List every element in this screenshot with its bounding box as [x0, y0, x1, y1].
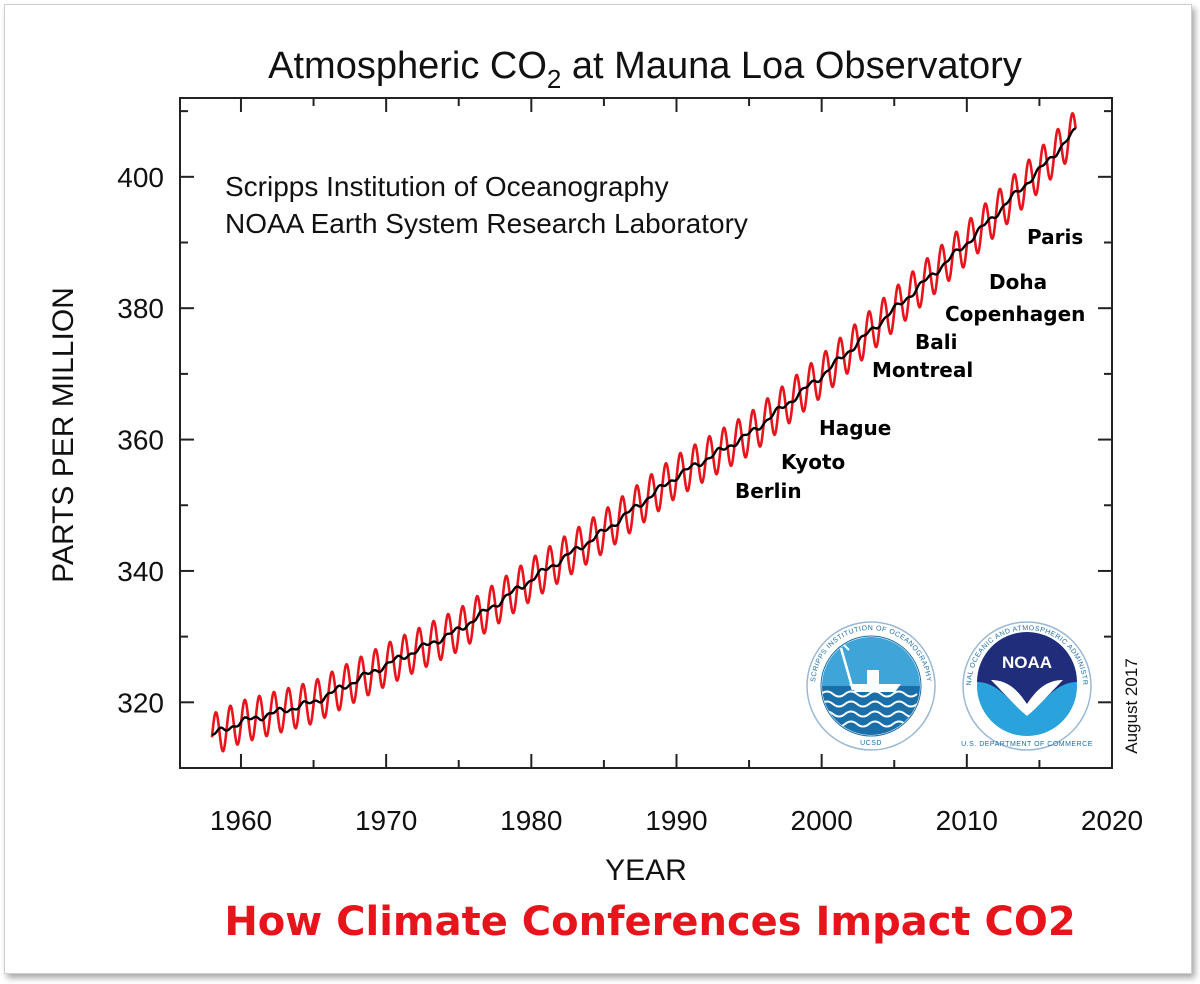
x-tick-label: 2010 — [936, 805, 998, 836]
chart-title-rest: at Mauna Loa Observatory — [561, 45, 1021, 87]
image-frame — [4, 4, 1192, 974]
conference-label-berlin: Berlin — [735, 479, 802, 503]
monthly-series — [210, 111, 1077, 753]
y-tick-label: 340 — [117, 556, 164, 587]
chart-title: Atmospheric CO2 at Mauna Loa Observatory — [268, 45, 1022, 94]
noaa-bottom-text: U.S. DEPARTMENT OF COMMERCE — [961, 741, 1093, 748]
conference-label-doha: Doha — [989, 270, 1047, 294]
chart-title-subscript: 2 — [547, 64, 561, 94]
noaa-logo: NOAA NATIONAL OCEANIC AND ATMOSPHERIC AD… — [961, 621, 1093, 751]
date-stamp: August 2017 — [1122, 658, 1141, 753]
caption: How Climate Conferences Impact CO2 — [224, 899, 1075, 945]
chart-title-main: Atmospheric CO — [268, 45, 547, 87]
y-tick-label: 320 — [117, 687, 164, 718]
x-axis-label: YEAR — [605, 854, 687, 887]
trend-co2-line — [211, 127, 1076, 736]
monthly-co2-line — [210, 111, 1077, 753]
x-tick-label: 1990 — [645, 805, 707, 836]
y-tick-label: 380 — [117, 293, 164, 324]
conference-labels: Berlin Kyoto Hague Montreal Bali Copenhagen Do… — [735, 225, 1085, 503]
x-tick-label: 2020 — [1081, 805, 1143, 836]
trend-series — [211, 127, 1076, 736]
noaa-center-text: NOAA — [1002, 653, 1052, 672]
credit-noaa: NOAA Earth System Research Laboratory — [225, 208, 748, 239]
conference-label-bali: Bali — [915, 330, 957, 354]
x-tick-label: 2000 — [791, 805, 853, 836]
credit-scripps: Scripps Institution of Oceanography — [225, 171, 669, 202]
x-tick-label: 1960 — [210, 805, 272, 836]
scripps-logo: SCRIPPS INSTITUTION OF OCEANOGRAPHY UCSD — [806, 621, 936, 751]
conference-label-copenhagen: Copenhagen — [945, 302, 1085, 326]
plot-area — [179, 97, 1113, 769]
conference-label-kyoto: Kyoto — [781, 450, 845, 474]
y-axis-label: PARTS PER MILLION — [47, 287, 80, 583]
scripps-bottom-text: UCSD — [860, 740, 882, 747]
x-tick-label: 1970 — [355, 805, 417, 836]
x-tick-label: 1980 — [500, 805, 562, 836]
y-tick-label: 400 — [117, 162, 164, 193]
conference-label-paris: Paris — [1027, 225, 1083, 249]
y-tick-label: 360 — [117, 425, 164, 456]
axis-ticks: 1960 1970 1980 1990 2000 2010 2020 320 340 360 380… — [117, 98, 1143, 836]
conference-label-montreal: Montreal — [872, 358, 973, 382]
conference-label-hague: Hague — [819, 416, 891, 440]
